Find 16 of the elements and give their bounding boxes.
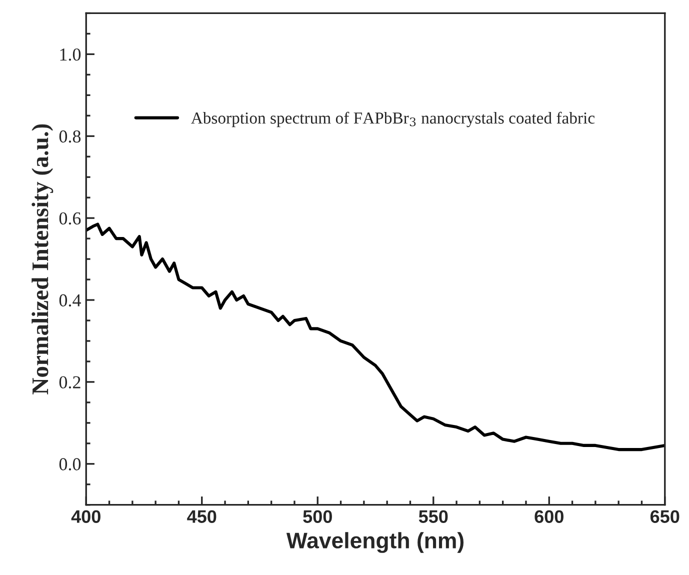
y-tick-label: 0.2 [59, 376, 80, 388]
line-series [86, 222, 665, 452]
legend-label: Absorption spectrum of FAPbBr$_{3}$ nanocrystals coated fabric [191, 112, 595, 128]
x-tick-label: 400 [71, 510, 100, 523]
x-tick-label: 550 [418, 510, 448, 523]
x-tick-label: 500 [303, 510, 332, 523]
y-tick-label: 0.0 [59, 458, 81, 470]
x-tick-label: 600 [534, 510, 564, 523]
y-tick-label: 0.6 [59, 212, 81, 225]
x-tick-label: 450 [187, 510, 216, 523]
y-tick-label: 1.0 [60, 48, 81, 61]
x-tick-label: 650 [650, 510, 680, 523]
y-axis-title: Normalized Intensity (a.u.) [32, 124, 54, 394]
y-tick-label: 0.4 [59, 294, 81, 307]
x-axis-title: Wavelength (nm) [286, 532, 464, 553]
y-tick-label: 0.8 [59, 130, 81, 143]
